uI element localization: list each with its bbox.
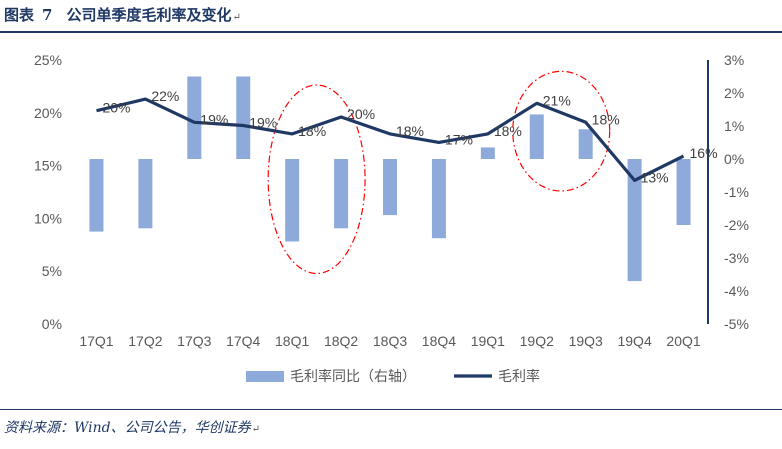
bar [89,159,104,232]
source-text: 资料来源：Wind、公司公告，华创证券 [4,420,251,436]
data-label: 20% [347,106,375,122]
right-tick-label: -3% [724,250,749,266]
source-line: 资料来源：Wind、公司公告，华创证券↵ [4,417,260,437]
line-series [96,97,685,182]
x-tick-label: 17Q3 [177,333,211,349]
x-tick-label: 20Q1 [666,333,700,349]
bar [676,159,691,225]
figure-label: 图表 [4,6,35,24]
return-mark-icon: ↵ [251,424,260,435]
right-tick-label: 0% [724,151,744,167]
x-tick-label: 19Q2 [520,333,554,349]
data-label: 19% [200,111,228,127]
x-tick-label: 19Q3 [569,333,603,349]
left-tick-label: 10% [34,210,62,226]
x-axis-ticks: 17Q1 17Q2 17Q3 17Q4 18Q1 18Q2 18Q3 18Q4 19Q1 19Q2… [79,333,701,349]
highlight-ellipse [512,70,611,192]
data-label: 19% [249,114,277,130]
data-label: 18% [396,123,424,139]
x-tick-label: 19Q4 [617,333,651,349]
left-axis: 0% 5% 10% 15% 20% 25% [34,52,62,332]
right-tick-label: -5% [724,316,749,332]
data-label: 21% [543,92,571,108]
line-path [96,97,685,182]
bar [334,159,349,229]
data-label: 16% [690,145,718,161]
chart: 0% 5% 10% 15% 20% 25% -5% -4% -3% -2% -1% 0% 1% 2% 3%… [34,52,749,384]
x-tick-label: 18Q2 [324,333,358,349]
left-tick-label: 5% [42,263,62,279]
x-tick-label: 17Q1 [79,333,113,349]
data-label: 18% [592,111,620,127]
bar [138,159,153,229]
x-tick-label: 17Q4 [226,333,260,349]
x-tick-label: 18Q3 [373,333,407,349]
highlight-ellipse [267,84,366,275]
right-tick-label: 2% [724,85,744,101]
source-rule [0,409,782,410]
bar [627,159,642,282]
data-label: 17% [445,131,473,147]
legend-bar-label: 毛利率同比（右轴） [290,368,416,384]
data-label: 22% [151,88,179,104]
x-tick-label: 18Q1 [275,333,309,349]
left-tick-label: 0% [42,316,62,332]
figure-title-line: 图表 7 公司单季度毛利率及变化↵ [4,2,241,28]
data-label: 18% [298,123,326,139]
figure-number: 7 [42,6,53,24]
return-mark-icon: ↵ [232,12,241,23]
bar-series [89,76,691,282]
right-tick-label: -4% [724,283,749,299]
right-tick-label: 3% [724,52,744,68]
point-labels: 20% 22% 19% 19% 18% 20% 18% 17% 18% 21% 18% 13% 16% [102,88,717,185]
data-label: 18% [494,123,522,139]
title-rule [0,31,782,33]
right-tick-label: -2% [724,217,749,233]
bar [431,159,446,239]
x-tick-label: 17Q2 [128,333,162,349]
data-label: 20% [102,100,130,116]
bar [383,159,397,216]
right-tick-label: 1% [724,118,744,134]
bar [236,76,251,159]
legend-line-label: 毛利率 [498,368,540,384]
bar [480,147,495,159]
x-tick-label: 19Q1 [471,333,505,349]
x-tick-label: 18Q4 [422,333,456,349]
data-label: 13% [641,169,669,185]
left-tick-label: 25% [34,52,62,68]
bar [285,159,300,242]
legend-bar-swatch [246,371,284,382]
highlight-ellipses [267,70,611,275]
right-axis: -5% -4% -3% -2% -1% 0% 1% 2% 3% [707,52,749,332]
bar [529,114,544,159]
legend: 毛利率同比（右轴） 毛利率 [246,368,540,384]
bar [578,129,593,159]
right-tick-label: -1% [724,184,749,200]
left-tick-label: 15% [34,158,62,174]
left-tick-label: 20% [34,105,62,121]
bar [187,76,202,159]
figure-title: 公司单季度毛利率及变化 [66,6,232,24]
